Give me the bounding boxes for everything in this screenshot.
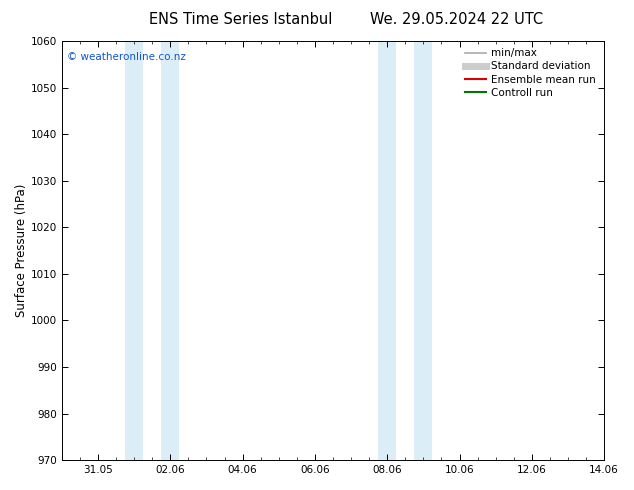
Bar <box>161 41 179 460</box>
Text: ENS Time Series Istanbul: ENS Time Series Istanbul <box>149 12 333 27</box>
Bar <box>125 41 143 460</box>
Y-axis label: Surface Pressure (hPa): Surface Pressure (hPa) <box>15 184 28 318</box>
Text: We. 29.05.2024 22 UTC: We. 29.05.2024 22 UTC <box>370 12 543 27</box>
Bar <box>415 41 432 460</box>
Legend: min/max, Standard deviation, Ensemble mean run, Controll run: min/max, Standard deviation, Ensemble me… <box>465 49 596 98</box>
Bar <box>378 41 396 460</box>
Text: © weatheronline.co.nz: © weatheronline.co.nz <box>67 51 186 62</box>
